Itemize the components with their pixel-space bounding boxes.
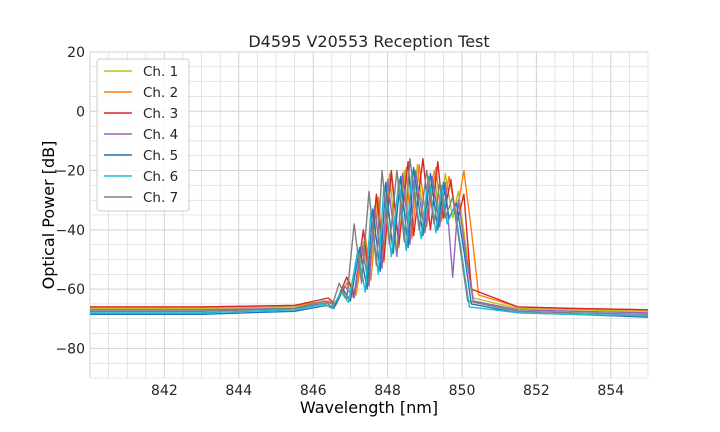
legend-label: Ch. 7 bbox=[143, 190, 178, 206]
legend-label: Ch. 1 bbox=[143, 64, 178, 80]
y-tick-label: −60 bbox=[55, 282, 85, 298]
legend-label: Ch. 3 bbox=[143, 106, 178, 122]
x-tick-label: 854 bbox=[597, 383, 624, 399]
chart-title: D4595 V20553 Reception Test bbox=[248, 32, 489, 51]
x-tick-label: 844 bbox=[225, 383, 252, 399]
y-tick-label: 0 bbox=[76, 104, 85, 120]
y-axis-label: Optical Power [dB] bbox=[39, 141, 58, 290]
legend-label: Ch. 2 bbox=[143, 85, 178, 101]
x-axis-label: Wavelength [nm] bbox=[300, 398, 438, 417]
y-tick-label: 20 bbox=[67, 45, 85, 61]
x-tick-label: 850 bbox=[449, 383, 476, 399]
series-line-ch7 bbox=[90, 158, 649, 315]
tick-labels: 842 844 846 848 850 852 854 20 0 −20 −40 −60 −80 bbox=[55, 45, 624, 399]
x-tick-label: 848 bbox=[374, 383, 401, 399]
legend-box bbox=[96, 58, 190, 212]
legend-label: Ch. 6 bbox=[143, 169, 178, 185]
legend-label: Ch. 4 bbox=[143, 127, 178, 143]
legend: Ch. 1 Ch. 2 Ch. 3 Ch. 4 Ch. 5 Ch. 6 Ch. 7 bbox=[96, 58, 190, 212]
y-tick-label: −80 bbox=[55, 341, 85, 357]
series-line-ch5 bbox=[90, 166, 649, 318]
x-tick-label: 846 bbox=[300, 383, 327, 399]
x-tick-label: 842 bbox=[151, 383, 178, 399]
y-tick-label: −20 bbox=[55, 164, 85, 180]
series-lines bbox=[90, 158, 649, 318]
legend-label: Ch. 5 bbox=[143, 148, 178, 164]
y-tick-label: −40 bbox=[55, 223, 85, 239]
x-tick-label: 852 bbox=[523, 383, 550, 399]
